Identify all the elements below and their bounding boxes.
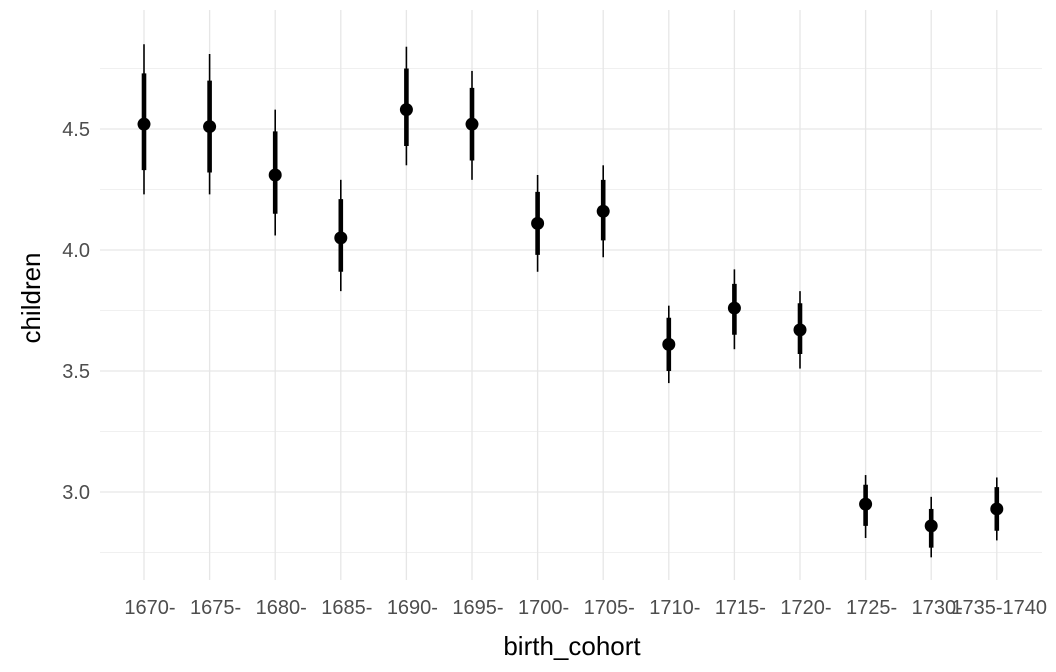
x-tick-label: 1710- — [649, 597, 700, 619]
series — [137, 44, 1004, 558]
data-point — [334, 231, 348, 245]
data-point — [859, 497, 873, 511]
data-point — [203, 120, 217, 134]
x-tick-label: 1735-1740 — [951, 597, 1047, 619]
data-point — [399, 103, 413, 117]
x-tick-label: 1675- — [190, 597, 241, 619]
x-tick-label: 1725- — [846, 597, 897, 619]
y-tick-label: 4.0 — [62, 240, 90, 262]
x-axis-ticks: 1670- 1675- 1680- 1685- 1690- 1695- 1700- 1705-… — [124, 597, 1047, 619]
x-tick-label: 1680- — [256, 597, 307, 619]
data-point — [137, 117, 151, 131]
data-point — [727, 301, 741, 315]
y-tick-label: 4.5 — [62, 119, 90, 141]
data-point — [596, 204, 610, 218]
grid — [100, 10, 1042, 580]
x-tick-label: 1670- — [124, 597, 175, 619]
y-tick-label: 3.0 — [62, 482, 90, 504]
y-tick-label: 3.5 — [62, 361, 90, 383]
data-point — [924, 519, 938, 533]
x-tick-label: 1705- — [584, 597, 635, 619]
x-tick-label: 1700- — [518, 597, 569, 619]
x-tick-label: 1715- — [715, 597, 766, 619]
data-point — [990, 502, 1004, 516]
x-tick-label: 1720- — [780, 597, 831, 619]
data-point — [793, 323, 807, 337]
x-axis-title: birth_cohort — [503, 631, 641, 661]
y-axis-ticks: 3.0 3.5 4.0 4.5 — [62, 119, 90, 504]
data-point — [465, 117, 479, 131]
y-axis-title: children — [16, 252, 46, 343]
data-point — [268, 168, 282, 182]
x-tick-label: 1685- — [321, 597, 372, 619]
data-point — [662, 337, 676, 351]
x-tick-label: 1695- — [452, 597, 503, 619]
data-point — [531, 216, 545, 230]
x-tick-label: 1730- — [912, 597, 963, 619]
x-tick-label: 1690- — [387, 597, 438, 619]
